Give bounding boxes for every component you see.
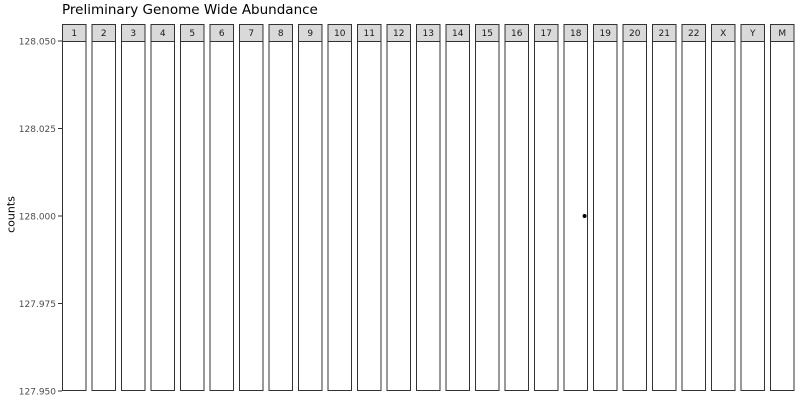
facet-panel (770, 41, 795, 391)
facet-panel (475, 41, 500, 391)
facet-label: 10 (334, 29, 346, 39)
facet-label: Y (749, 29, 756, 39)
facet-label: X (720, 29, 726, 39)
facet-panel (298, 41, 323, 391)
facet-panel (652, 41, 677, 391)
facet-panel (121, 41, 146, 391)
facet-panel (268, 41, 293, 391)
facet-panel (416, 41, 441, 391)
facet-label: 19 (600, 29, 612, 39)
facet-panel (327, 41, 352, 391)
facet-label: 6 (219, 29, 225, 39)
facet-panel (180, 41, 205, 391)
facet-label: 4 (160, 29, 166, 39)
y-tick-label: 127.950 (19, 388, 56, 398)
facet-label: M (778, 29, 786, 39)
facet-panel (357, 41, 382, 391)
facet-label: 20 (629, 29, 641, 39)
facet-panel (239, 41, 264, 391)
facet-label: 16 (511, 29, 523, 39)
chart-title: Preliminary Genome Wide Abundance (62, 2, 318, 18)
facet-panel (534, 41, 559, 391)
facet-label: 18 (570, 29, 582, 39)
data-point (582, 214, 587, 218)
facet-panel (150, 41, 175, 391)
facet-panel (681, 41, 706, 391)
facet-label: 15 (482, 29, 493, 39)
facet-label: 22 (688, 29, 699, 39)
facet-label: 17 (541, 29, 552, 39)
facet-panel (593, 41, 618, 391)
facet-label: 2 (101, 29, 107, 39)
facet-panel (622, 41, 647, 391)
facet-panel (386, 41, 411, 391)
facet-panel (91, 41, 116, 391)
facet-panel (711, 41, 736, 391)
facet-label: 5 (189, 29, 195, 39)
facet-label: 7 (248, 29, 254, 39)
facet-label: 14 (452, 29, 464, 39)
facet-label: 21 (659, 29, 670, 39)
facet-panel (563, 41, 588, 391)
facet-label: 8 (278, 29, 284, 39)
facet-label: 1 (71, 29, 77, 39)
facet-label: 12 (393, 29, 404, 39)
y-tick-label: 127.975 (19, 300, 56, 310)
facet-label: 3 (130, 29, 136, 39)
facet-label: 9 (307, 29, 313, 39)
y-tick-label: 128.000 (19, 213, 56, 223)
facet-panel (209, 41, 234, 391)
facet-panel (445, 41, 470, 391)
facet-panel (504, 41, 529, 391)
facet-label: 13 (423, 29, 434, 39)
facet-panel (740, 41, 765, 391)
y-tick-label: 128.025 (19, 125, 56, 135)
y-tick-label: 128.050 (19, 38, 56, 48)
facet-label: 11 (364, 29, 375, 39)
facet-panel (62, 41, 87, 391)
